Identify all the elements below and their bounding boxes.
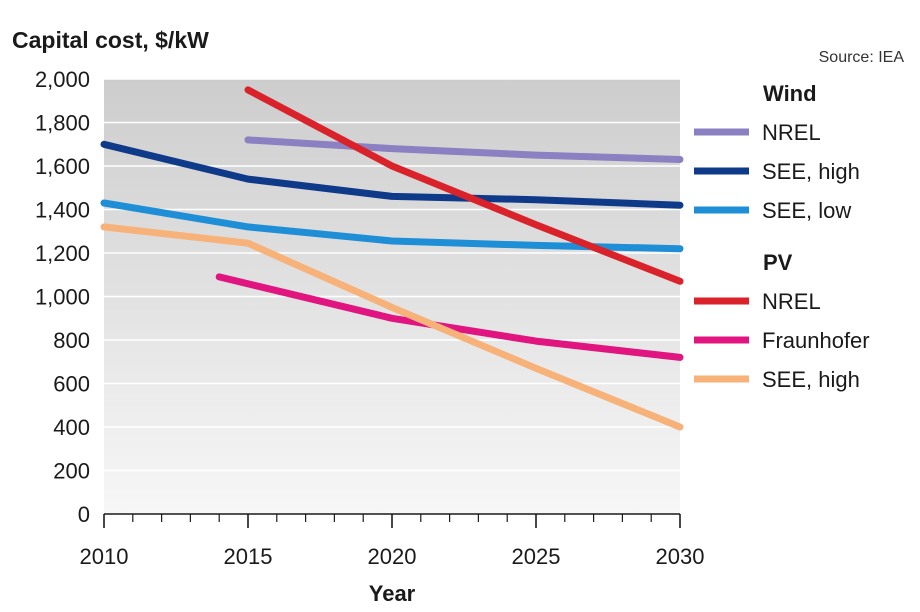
x-axis-ticks: 2010 2015 2020 2025 2030 — [80, 544, 705, 569]
legend-label: NREL — [762, 289, 821, 314]
legend-label: Fraunhofer — [762, 328, 870, 353]
chart-source: Source: IEA — [819, 49, 905, 66]
series-line-pv-see-high — [100, 223, 684, 431]
x-tick-label: 2015 — [224, 544, 273, 569]
y-tick-label: 2,000 — [35, 67, 90, 92]
series-line-wind-nrel — [244, 136, 684, 163]
series-line-pv-nrel — [244, 86, 684, 285]
legend-label: NREL — [762, 120, 821, 145]
legend-group-wind: Wind — [763, 81, 817, 106]
chart-title: Capital cost, $/kW — [12, 27, 209, 53]
y-tick-label: 1,200 — [35, 241, 90, 266]
x-tick-label: 2020 — [368, 544, 417, 569]
y-axis-ticks: 0 200 400 600 800 1,000 1,200 1,400 1,600 1,800 2,… — [35, 67, 90, 527]
y-tick-label: 800 — [53, 328, 90, 353]
series-line-pv-fraunhofer — [215, 273, 684, 361]
legend: Wind NREL SEE, high SEE, low PV NREL Fraunhofe… — [694, 81, 870, 392]
y-tick-label: 1,400 — [35, 198, 90, 223]
x-tick-label: 2025 — [512, 544, 561, 569]
x-tick-label: 2030 — [656, 544, 705, 569]
legend-label: SEE, high — [762, 159, 860, 184]
y-tick-label: 1,000 — [35, 285, 90, 310]
y-tick-label: 600 — [53, 372, 90, 397]
legend-group-pv: PV — [763, 250, 793, 275]
x-axis — [103, 513, 681, 528]
y-tick-label: 1,600 — [35, 154, 90, 179]
x-axis-label: Year — [369, 581, 416, 606]
y-tick-label: 400 — [53, 415, 90, 440]
legend-label: SEE, low — [762, 198, 851, 223]
y-tick-label: 200 — [53, 459, 90, 484]
series-lines — [100, 86, 684, 431]
x-tick-label: 2010 — [80, 544, 129, 569]
y-tick-label: 1,800 — [35, 111, 90, 136]
series-line-wind-see-high — [100, 140, 684, 209]
legend-label: SEE, high — [762, 367, 860, 392]
y-tick-label: 0 — [78, 502, 90, 527]
